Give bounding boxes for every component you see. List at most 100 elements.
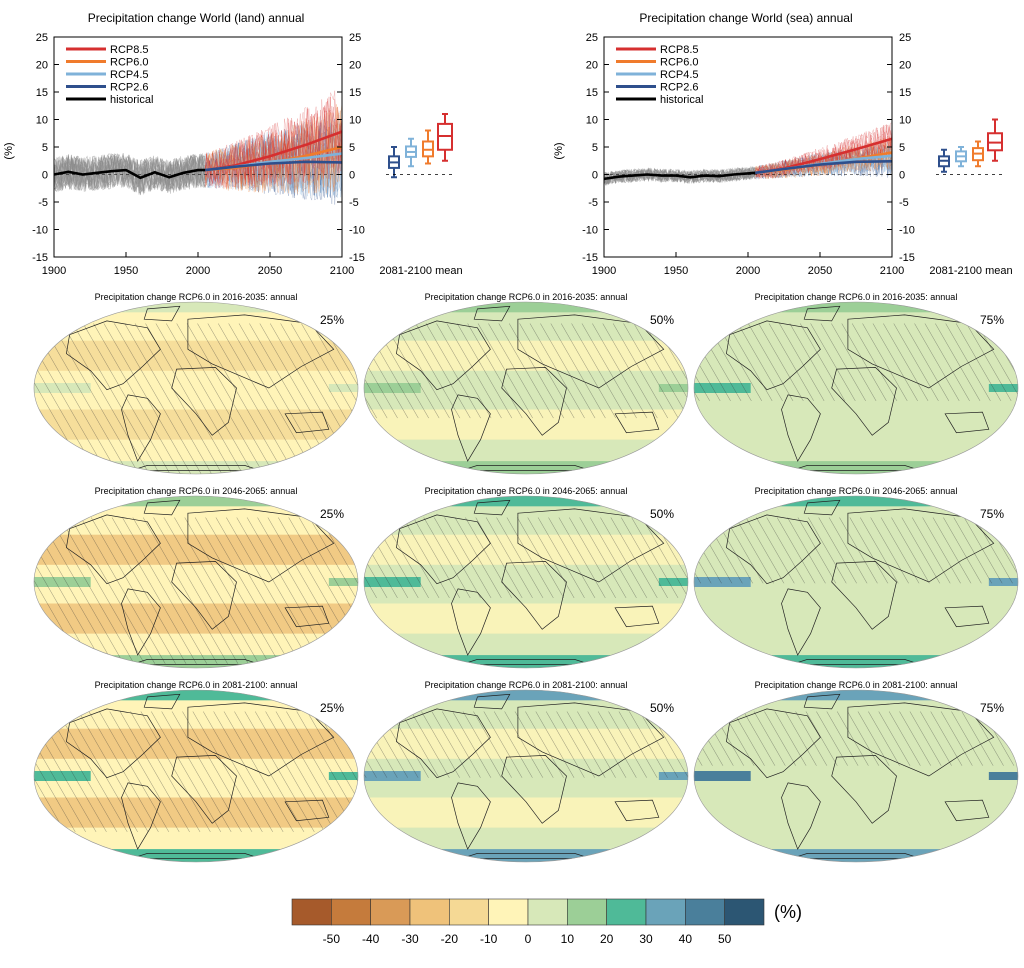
polar-band — [364, 461, 688, 474]
polar-band — [694, 690, 1018, 701]
map-border — [363, 495, 689, 669]
colorbar-tick-label: 0 — [525, 932, 532, 946]
continent-outline — [396, 320, 491, 391]
colorbar-tick-label: -30 — [401, 932, 419, 946]
polar-band — [364, 655, 688, 668]
legend-label: RCP2.6 — [660, 82, 699, 94]
y-tick-label-left: -10 — [582, 225, 598, 237]
y-tick-label-right: 5 — [349, 142, 355, 154]
continent-outline — [451, 588, 491, 656]
scenario-model-run — [204, 98, 343, 187]
continent-outline — [284, 799, 330, 822]
legend-label: RCP6.0 — [110, 57, 149, 69]
y-tick-label-right: -10 — [349, 225, 365, 237]
colorbar-tick-label: 20 — [600, 932, 614, 946]
continent-outline — [614, 605, 660, 628]
map-border — [363, 689, 689, 863]
continent-outline — [781, 394, 821, 462]
colorbar-swatch — [449, 898, 489, 926]
wet-band — [988, 772, 1018, 780]
continent-outline — [803, 693, 841, 710]
y-tick-label-left: 0 — [42, 170, 48, 182]
polar-band — [694, 849, 1018, 862]
scenario-model-run — [754, 147, 893, 178]
polar-band — [364, 496, 688, 507]
y-tick-label-left: 25 — [36, 32, 48, 44]
map-panel: Precipitation change RCP6.0 in 2081-2100… — [693, 680, 1019, 863]
hatching — [34, 711, 358, 832]
map-percentile: 75% — [980, 701, 1004, 715]
map-content — [364, 496, 688, 668]
polar-band — [694, 461, 1018, 474]
map-content — [694, 302, 1018, 474]
boxplot-label: 2081-2100 mean — [929, 265, 1012, 277]
hatching — [694, 517, 1018, 584]
scenario-model-run — [204, 120, 343, 194]
continent-outline — [451, 394, 491, 462]
continent-outline — [803, 499, 841, 516]
continent-outline — [473, 305, 511, 322]
map-content — [34, 496, 358, 668]
continent-outline — [131, 659, 261, 665]
colorbar-swatch — [370, 898, 411, 926]
y-tick-label-right: 0 — [899, 170, 905, 182]
map-title: Precipitation change RCP6.0 in 2046-2065… — [425, 486, 628, 496]
polar-band — [34, 849, 358, 862]
continent-outline — [461, 853, 591, 859]
scenario-model-run — [204, 120, 343, 196]
scenario-model-run — [755, 139, 893, 179]
x-tick-label: 2000 — [736, 265, 760, 277]
polar-band — [694, 302, 1018, 313]
chart-title: Precipitation change World (sea) annual — [639, 11, 852, 25]
continent-outline — [171, 561, 237, 630]
y-tick-label-right: 10 — [899, 115, 911, 127]
colorbar-swatch — [527, 898, 568, 926]
continent-outline — [831, 755, 897, 824]
scenario-model-run — [204, 114, 343, 196]
scenario-model-run — [204, 111, 343, 196]
map-percentile: 75% — [980, 507, 1004, 521]
map-title: Precipitation change RCP6.0 in 2016-2035… — [95, 292, 298, 302]
map-panel: Precipitation change RCP6.0 in 2046-2065… — [363, 486, 689, 669]
hatching — [694, 711, 1018, 766]
hatching — [34, 517, 358, 664]
historical-model-run — [53, 153, 206, 193]
scenario-model-run — [754, 143, 893, 180]
y-tick-label-left: 5 — [592, 142, 598, 154]
map-title: Precipitation change RCP6.0 in 2016-2035… — [425, 292, 628, 302]
continent-outline — [944, 411, 990, 434]
legend-label: historical — [660, 94, 703, 106]
continent-outline — [473, 499, 511, 516]
polar-band — [34, 690, 358, 701]
y-tick-label-right: 20 — [899, 60, 911, 72]
continent-outline — [781, 588, 821, 656]
continent-outline — [517, 508, 665, 583]
continent-outline — [143, 693, 181, 710]
continent-outline — [66, 320, 161, 391]
legend-label: historical — [110, 94, 153, 106]
continent-outline — [944, 799, 990, 822]
scenario-model-run — [204, 121, 343, 200]
y-tick-label-left: 10 — [36, 115, 48, 127]
timeseries-chart-sea: Precipitation change World (sea) annual (… — [553, 11, 1013, 277]
scenario-model-run — [204, 104, 343, 191]
continent-outline — [781, 782, 821, 850]
scenario-model-run — [204, 102, 343, 193]
continent-outline — [121, 394, 161, 462]
polar-band — [364, 302, 688, 313]
legend-label: RCP4.5 — [110, 69, 149, 81]
scenario-model-run — [754, 126, 893, 178]
y-axis-label: (%) — [553, 142, 565, 159]
map-percentile: 50% — [650, 507, 674, 521]
polar-band — [694, 655, 1018, 668]
colorbar-swatch — [724, 898, 765, 926]
legend-label: RCP4.5 — [660, 69, 699, 81]
colorbar-tick-label: 10 — [561, 932, 575, 946]
legend-label: RCP2.6 — [110, 82, 149, 94]
colorbar-swatch — [291, 898, 332, 926]
continent-outline — [847, 508, 995, 583]
polar-band — [694, 496, 1018, 507]
continent-outline — [614, 411, 660, 434]
series-line-rcp26 — [205, 160, 343, 172]
x-tick-label: 2050 — [808, 265, 832, 277]
